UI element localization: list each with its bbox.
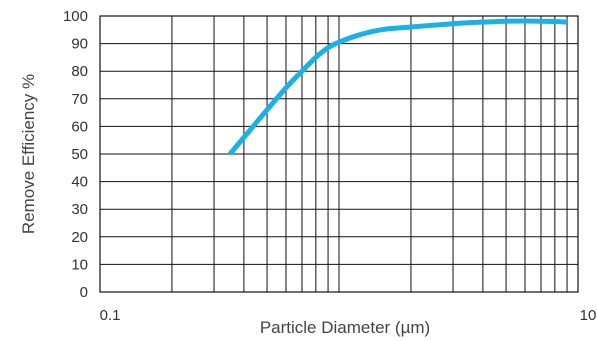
x-axis-title: Particle Diameter (µm) [260,318,430,337]
y-tick-label: 20 [71,229,88,246]
y-tick-label: 30 [71,201,88,218]
plot-frame [99,15,579,293]
y-tick-labels: 0 10 20 30 40 50 60 70 80 90 100 [63,8,88,301]
y-tick-label: 90 [71,36,88,53]
x-tick-label: 0.1 [100,307,121,324]
y-tick-label: 50 [71,146,88,163]
y-tick-label: 70 [71,91,88,108]
y-tick-label: 10 [71,256,88,273]
x-tick-labels: 0.1 10 [100,307,597,324]
y-tick-label: 100 [63,8,88,25]
x-tick-label: 10 [580,307,597,324]
y-tick-label: 40 [71,174,88,191]
series-line [228,18,568,156]
y-tick-label: 80 [71,63,88,80]
y-axis-title: Remove Efficiency % [19,74,38,234]
y-tick-label: 60 [71,118,88,135]
y-tick-label: 0 [80,284,88,301]
grid [100,16,578,292]
